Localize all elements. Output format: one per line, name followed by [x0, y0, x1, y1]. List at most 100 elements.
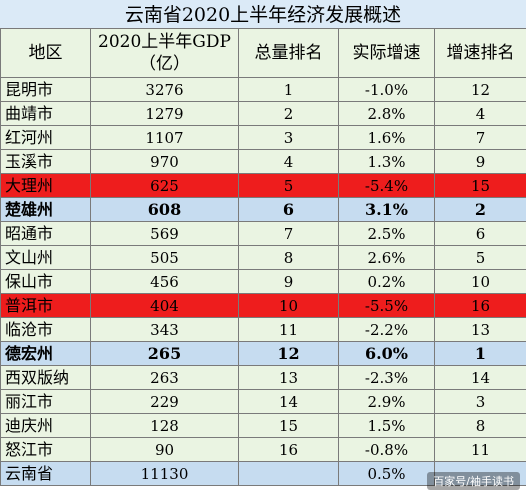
growth-rank-cell: 7 [434, 125, 526, 150]
region-cell: 大理州 [0, 173, 91, 198]
growth-cell: 2.9% [338, 389, 435, 414]
table-row: 临沧市 343 11 -2.2% 13 [0, 317, 526, 342]
growth-cell: 6.0% [338, 341, 435, 366]
gdp-cell: 1107 [90, 125, 239, 150]
gdp-table: 地区 2020上半年GDP （亿） 总量排名 实际增速 增速排名 昆明市 3276… [0, 28, 526, 486]
table-row: 保山市 456 9 0.2% 10 [0, 269, 526, 294]
growth-rank-cell: 9 [434, 149, 526, 174]
growth-cell: 1.3% [338, 149, 435, 174]
region-cell: 云南省 [0, 461, 91, 486]
growth-cell: 1.6% [338, 125, 435, 150]
growth-rank-cell: 13 [434, 317, 526, 342]
table-row: 普洱市 404 10 -5.5% 16 [0, 293, 526, 318]
growth-cell: 1.5% [338, 413, 435, 438]
growth-rank-cell: 15 [434, 173, 526, 198]
growth-rank-cell: 2 [434, 197, 526, 222]
growth-rank-cell: 5 [434, 245, 526, 270]
rank-cell [238, 461, 339, 486]
region-cell: 红河州 [0, 125, 91, 150]
growth-rank-cell: 14 [434, 365, 526, 390]
region-cell: 昆明市 [0, 77, 91, 102]
gdp-cell: 229 [90, 389, 239, 414]
region-cell: 昭通市 [0, 221, 91, 246]
header-growth-rank: 增速排名 [434, 28, 526, 78]
table-row: 楚雄州 608 6 3.1% 2 [0, 197, 526, 222]
growth-rank-cell: 8 [434, 413, 526, 438]
rank-cell: 9 [238, 269, 339, 294]
growth-cell: -2.3% [338, 365, 435, 390]
region-cell: 西双版纳 [0, 365, 91, 390]
table-title: 云南省2020上半年经济发展概述 [0, 0, 526, 29]
gdp-cell: 608 [90, 197, 239, 222]
header-row: 地区 2020上半年GDP （亿） 总量排名 实际增速 增速排名 [0, 28, 526, 78]
gdp-cell: 3276 [90, 77, 239, 102]
growth-cell: 3.1% [338, 197, 435, 222]
growth-rank-cell [434, 461, 526, 486]
rank-cell: 15 [238, 413, 339, 438]
region-cell: 临沧市 [0, 317, 91, 342]
table-row: 玉溪市 970 4 1.3% 9 [0, 149, 526, 174]
header-growth: 实际增速 [338, 28, 435, 78]
rank-cell: 8 [238, 245, 339, 270]
rank-cell: 10 [238, 293, 339, 318]
table-row: 怒江市 90 16 -0.8% 11 [0, 437, 526, 462]
growth-rank-cell: 4 [434, 101, 526, 126]
table-row: 德宏州 265 12 6.0% 1 [0, 341, 526, 366]
region-cell: 曲靖市 [0, 101, 91, 126]
gdp-cell: 456 [90, 269, 239, 294]
gdp-cell: 343 [90, 317, 239, 342]
growth-cell: 0.5% [338, 461, 435, 486]
gdp-cell: 265 [90, 341, 239, 366]
growth-cell: 2.8% [338, 101, 435, 126]
region-cell: 保山市 [0, 269, 91, 294]
growth-rank-cell: 10 [434, 269, 526, 294]
rank-cell: 2 [238, 101, 339, 126]
rank-cell: 11 [238, 317, 339, 342]
table-row: 昆明市 3276 1 -1.0% 12 [0, 77, 526, 102]
rank-cell: 13 [238, 365, 339, 390]
table-row: 曲靖市 1279 2 2.8% 4 [0, 101, 526, 126]
region-cell: 楚雄州 [0, 197, 91, 222]
growth-rank-cell: 16 [434, 293, 526, 318]
growth-cell: 2.5% [338, 221, 435, 246]
table-row: 丽江市 229 14 2.9% 3 [0, 389, 526, 414]
growth-rank-cell: 1 [434, 341, 526, 366]
header-gdp-line2: （亿） [139, 54, 190, 74]
rank-cell: 12 [238, 341, 339, 366]
region-cell: 玉溪市 [0, 149, 91, 174]
table-row: 西双版纳 263 13 -2.3% 14 [0, 365, 526, 390]
header-gdp-line1: 2020上半年GDP [98, 32, 231, 52]
rank-cell: 14 [238, 389, 339, 414]
growth-cell: -1.0% [338, 77, 435, 102]
gdp-cell: 128 [90, 413, 239, 438]
table-row: 大理州 625 5 -5.4% 15 [0, 173, 526, 198]
table-row: 文山州 505 8 2.6% 5 [0, 245, 526, 270]
header-rank: 总量排名 [238, 28, 339, 78]
growth-rank-cell: 12 [434, 77, 526, 102]
gdp-cell: 404 [90, 293, 239, 318]
rank-cell: 16 [238, 437, 339, 462]
rank-cell: 7 [238, 221, 339, 246]
growth-cell: 0.2% [338, 269, 435, 294]
gdp-cell: 263 [90, 365, 239, 390]
rank-cell: 4 [238, 149, 339, 174]
growth-rank-cell: 6 [434, 221, 526, 246]
rank-cell: 6 [238, 197, 339, 222]
growth-cell: -0.8% [338, 437, 435, 462]
gdp-cell: 505 [90, 245, 239, 270]
growth-cell: -5.4% [338, 173, 435, 198]
growth-cell: -2.2% [338, 317, 435, 342]
region-cell: 怒江市 [0, 437, 91, 462]
region-cell: 丽江市 [0, 389, 91, 414]
gdp-cell: 625 [90, 173, 239, 198]
growth-cell: 2.6% [338, 245, 435, 270]
header-gdp: 2020上半年GDP （亿） [90, 28, 239, 78]
rank-cell: 5 [238, 173, 339, 198]
gdp-cell: 970 [90, 149, 239, 174]
region-cell: 文山州 [0, 245, 91, 270]
table-row: 昭通市 569 7 2.5% 6 [0, 221, 526, 246]
growth-rank-cell: 3 [434, 389, 526, 414]
region-cell: 迪庆州 [0, 413, 91, 438]
table-row: 红河州 1107 3 1.6% 7 [0, 125, 526, 150]
